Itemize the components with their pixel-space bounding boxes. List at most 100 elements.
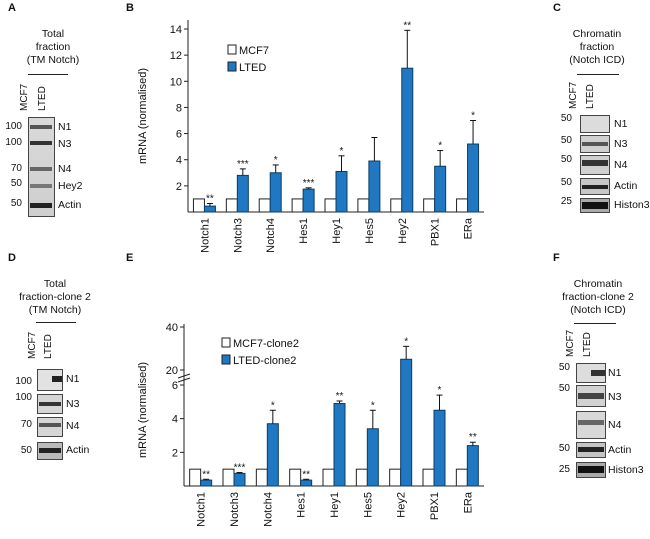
chart-e-significance: **	[202, 469, 210, 480]
chart-b-significance: ***	[303, 178, 315, 189]
chart-e-axis-break	[177, 377, 191, 383]
panel-c-divider	[577, 74, 619, 75]
panel-a-band-hey2	[30, 184, 52, 188]
panel-label-c: C	[553, 2, 561, 14]
chart-e-category-label: PBX1	[429, 492, 441, 520]
chart-b-significance: *	[274, 155, 278, 166]
panel-f-label-n1: N1	[608, 367, 622, 379]
panel-a-label-hey2: Hey2	[58, 180, 83, 192]
chart-e-ytick-label: 6	[172, 380, 178, 392]
panel-c-mw-5: 25	[560, 196, 572, 207]
chart-e-bar-pbx1-lted	[433, 409, 446, 487]
panel-f-label-actin: Actin	[608, 444, 632, 456]
chart-b-bar-pbx1-mcf7	[423, 198, 436, 213]
panel-f-blot-n4	[576, 411, 606, 439]
chart-e-bar-era-mcf7	[455, 468, 468, 487]
chart-e-legend-swatch	[221, 337, 231, 348]
chart-b-category-label: Hes1	[298, 218, 310, 244]
panel-d-band-n4	[39, 423, 61, 427]
panel-f-band-n1	[591, 370, 605, 376]
chart-b-significance: **	[206, 194, 214, 205]
chart-e-ytick-label: 4	[172, 414, 178, 426]
panel-a-band-actin	[30, 203, 52, 208]
chart-e-bar-pbx1-mcf7	[422, 468, 435, 487]
panel-d-blot-n1	[37, 369, 63, 391]
chart-b-ytick-label: 8	[176, 102, 182, 114]
chart-b-category-label: Notch1	[199, 218, 211, 253]
panel-f-label-n3: N3	[608, 391, 622, 403]
chart-e-bar-notch3-mcf7	[222, 468, 235, 487]
panel-c-label-actin: Actin	[614, 180, 638, 192]
chart-e-bar-notch4-lted	[266, 423, 279, 487]
panel-d-blot-n4	[37, 417, 63, 437]
panel-label-b: B	[126, 2, 134, 14]
panel-a-band-n1	[30, 125, 52, 129]
chart-b-bar-hes5-lted	[368, 160, 381, 213]
panel-f-label-n4: N4	[608, 419, 622, 431]
panel-c-band-histon3	[582, 202, 608, 209]
panel-d-label-actin: Actin	[66, 444, 90, 456]
panel-f-label-histon3: Histon3	[608, 464, 644, 476]
chart-e-bar-era-lted	[466, 445, 479, 487]
chart-e-significance: **	[336, 391, 344, 402]
chart-e-category-label: Notch1	[196, 492, 208, 527]
chart-e-significance: *	[371, 400, 375, 411]
chart-b-bar-hey1-lted	[335, 170, 348, 213]
chart-b-ytick-label: 10	[170, 76, 182, 88]
panel-c-label-n3: N3	[614, 138, 628, 150]
panel-c-blot-n1	[580, 115, 610, 133]
chart-b-category-label: Notch3	[232, 218, 244, 253]
chart-e-bar-hey2-lted	[400, 358, 413, 487]
chart-b-ytick-label: 12	[170, 50, 182, 62]
panel-c-mw-2: 50	[560, 135, 572, 146]
chart-b-category-label: Hes5	[364, 218, 376, 244]
panel-c-band-n3	[582, 142, 608, 146]
panel-c-title: Chromatin fraction (Notch ICD)	[569, 28, 625, 66]
chart-b-ytick-label: 2	[176, 181, 182, 193]
panel-d-mw-2: 100	[15, 392, 32, 403]
chart-b-bar-era-lted	[467, 143, 480, 213]
chart-e-bar-hes5-mcf7	[355, 468, 368, 487]
chart-b-bar-notch3-lted	[236, 174, 249, 213]
panel-label-d: D	[8, 252, 16, 264]
chart-e-bar-hey1-lted	[333, 403, 346, 487]
chart-b-ytick-label: 6	[176, 129, 182, 141]
chart-e-bar-hes1-mcf7	[289, 468, 302, 487]
panel-f-band-n3	[578, 393, 604, 399]
chart-b-bar-notch1-mcf7	[192, 198, 205, 213]
chart-e-bar-notch1-mcf7	[189, 468, 202, 487]
chart-b-category-label: Notch4	[265, 218, 277, 253]
chart-b-bar-hey2-mcf7	[390, 198, 403, 213]
panel-a-label-actin: Actin	[58, 199, 82, 211]
panel-d-mw-4: 50	[20, 445, 32, 456]
panel-f-band-actin	[578, 447, 604, 452]
chart-e-significance: **	[302, 469, 310, 480]
panel-f-mw-4: 50	[558, 443, 570, 454]
chart-e-significance: **	[469, 432, 477, 443]
chart-b-legend-swatch	[227, 44, 237, 55]
panel-d-band-actin	[39, 448, 61, 453]
chart-b-bar-era-mcf7	[456, 198, 469, 213]
panel-d-band-n1	[52, 376, 62, 382]
panel-a-label-n1: N1	[58, 121, 72, 133]
chart-b-bar-hey2-lted	[401, 67, 414, 213]
chart-e-category-label: Hes1	[296, 492, 308, 518]
chart-e-significance: ***	[234, 463, 246, 474]
panel-c-band-n4	[582, 160, 608, 166]
chart-b-legend-label: LTED	[239, 62, 266, 74]
chart-b-category-label: Hey2	[397, 218, 409, 244]
chart-b-bar-hes1-mcf7	[291, 198, 304, 213]
chart-e-ytick-label: 20	[166, 365, 178, 377]
chart-b-ytick-label: 4	[176, 155, 182, 167]
panel-d-band-n3	[39, 402, 61, 406]
panel-c-mw-3: 50	[560, 154, 572, 165]
chart-b-significance: ***	[237, 159, 249, 170]
chart-b-ylabel: mRNA (normalised)	[137, 68, 149, 164]
chart-e-ylabel: mRNA (normalised)	[137, 362, 149, 458]
chart-e-bar-hes1-lted	[300, 479, 313, 487]
chart-e-category-label: Hes5	[362, 492, 374, 518]
panel-a-label-n4: N4	[58, 163, 72, 175]
chart-b-legend-label: MCF7	[239, 45, 269, 57]
panel-c-label-n4: N4	[614, 159, 628, 171]
panel-f-band-histon3	[578, 466, 604, 473]
